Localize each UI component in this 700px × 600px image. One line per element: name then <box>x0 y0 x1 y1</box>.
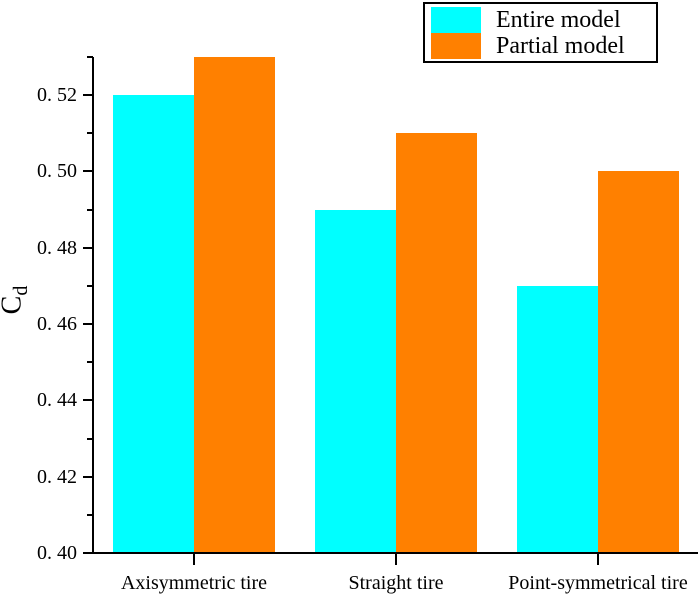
y-major-tick <box>83 170 93 172</box>
legend-label-partial-model: Partial model <box>496 33 625 59</box>
y-major-tick <box>83 94 93 96</box>
y-minor-tick <box>87 209 93 211</box>
y-tick-label: 0. 40 <box>37 542 77 564</box>
y-major-tick <box>83 399 93 401</box>
y-minor-tick <box>87 361 93 363</box>
y-major-tick <box>83 323 93 325</box>
legend-swatch-partial-model <box>431 33 481 59</box>
y-tick-label: 0. 44 <box>37 389 77 411</box>
y-minor-tick <box>87 285 93 287</box>
x-axis-line <box>83 552 698 554</box>
bar-entire-model-axisymmetric-tire <box>113 95 194 554</box>
x-category-label-straight-tire: Straight tire <box>348 572 444 594</box>
bar-partial-model-point-symmetrical-tire <box>598 171 679 554</box>
legend-entry-partial-model: Partial model <box>431 33 656 59</box>
y-tick-label: 0. 48 <box>37 237 77 259</box>
legend-entry-entire-model: Entire model <box>431 7 656 33</box>
bar-partial-model-axisymmetric-tire <box>194 57 275 554</box>
y-tick-label: 0. 52 <box>37 84 77 106</box>
y-minor-tick <box>87 56 93 58</box>
bar-partial-model-straight-tire <box>396 133 477 554</box>
y-tick-label: 0. 46 <box>37 313 77 335</box>
x-tick-straight-tire <box>395 553 397 565</box>
legend-label-entire-model: Entire model <box>496 7 621 33</box>
x-category-label-point-symmetrical-tire: Point-symmetrical tire <box>508 572 688 594</box>
y-major-tick <box>83 552 93 554</box>
y-minor-tick <box>87 132 93 134</box>
y-major-tick <box>83 476 93 478</box>
y-axis-title: Cd <box>0 286 32 315</box>
y-axis-title-subscript: d <box>9 285 32 296</box>
y-tick-label: 0. 42 <box>37 466 77 488</box>
legend-swatch-entire-model <box>431 7 481 33</box>
x-tick-axisymmetric-tire <box>193 553 195 565</box>
y-minor-tick <box>87 438 93 440</box>
y-axis-line <box>92 57 94 554</box>
bar-entire-model-straight-tire <box>315 210 396 554</box>
bar-entire-model-point-symmetrical-tire <box>517 286 598 554</box>
x-tick-point-symmetrical-tire <box>597 553 599 565</box>
x-category-label-axisymmetric-tire: Axisymmetric tire <box>120 572 268 594</box>
y-major-tick <box>83 247 93 249</box>
y-axis-title-base: C <box>0 296 27 315</box>
y-tick-label: 0. 50 <box>37 160 77 182</box>
legend: Entire model Partial model <box>423 2 658 63</box>
y-minor-tick <box>87 514 93 516</box>
